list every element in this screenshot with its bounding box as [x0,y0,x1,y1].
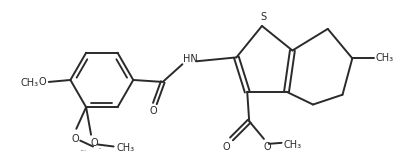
Text: CH₃: CH₃ [283,140,302,150]
Text: CH₃: CH₃ [116,143,135,153]
Text: O: O [223,142,231,152]
Text: O: O [149,106,157,116]
Text: S: S [260,12,266,22]
Text: O: O [263,142,271,152]
Text: OCH₃: OCH₃ [99,148,103,149]
Text: CH₃: CH₃ [376,53,394,63]
Text: methoxy: methoxy [81,150,87,151]
Text: O: O [71,134,79,144]
Text: O: O [90,138,98,148]
Text: O: O [38,77,46,87]
Text: HN: HN [183,54,197,64]
Text: CH₃: CH₃ [20,78,38,88]
